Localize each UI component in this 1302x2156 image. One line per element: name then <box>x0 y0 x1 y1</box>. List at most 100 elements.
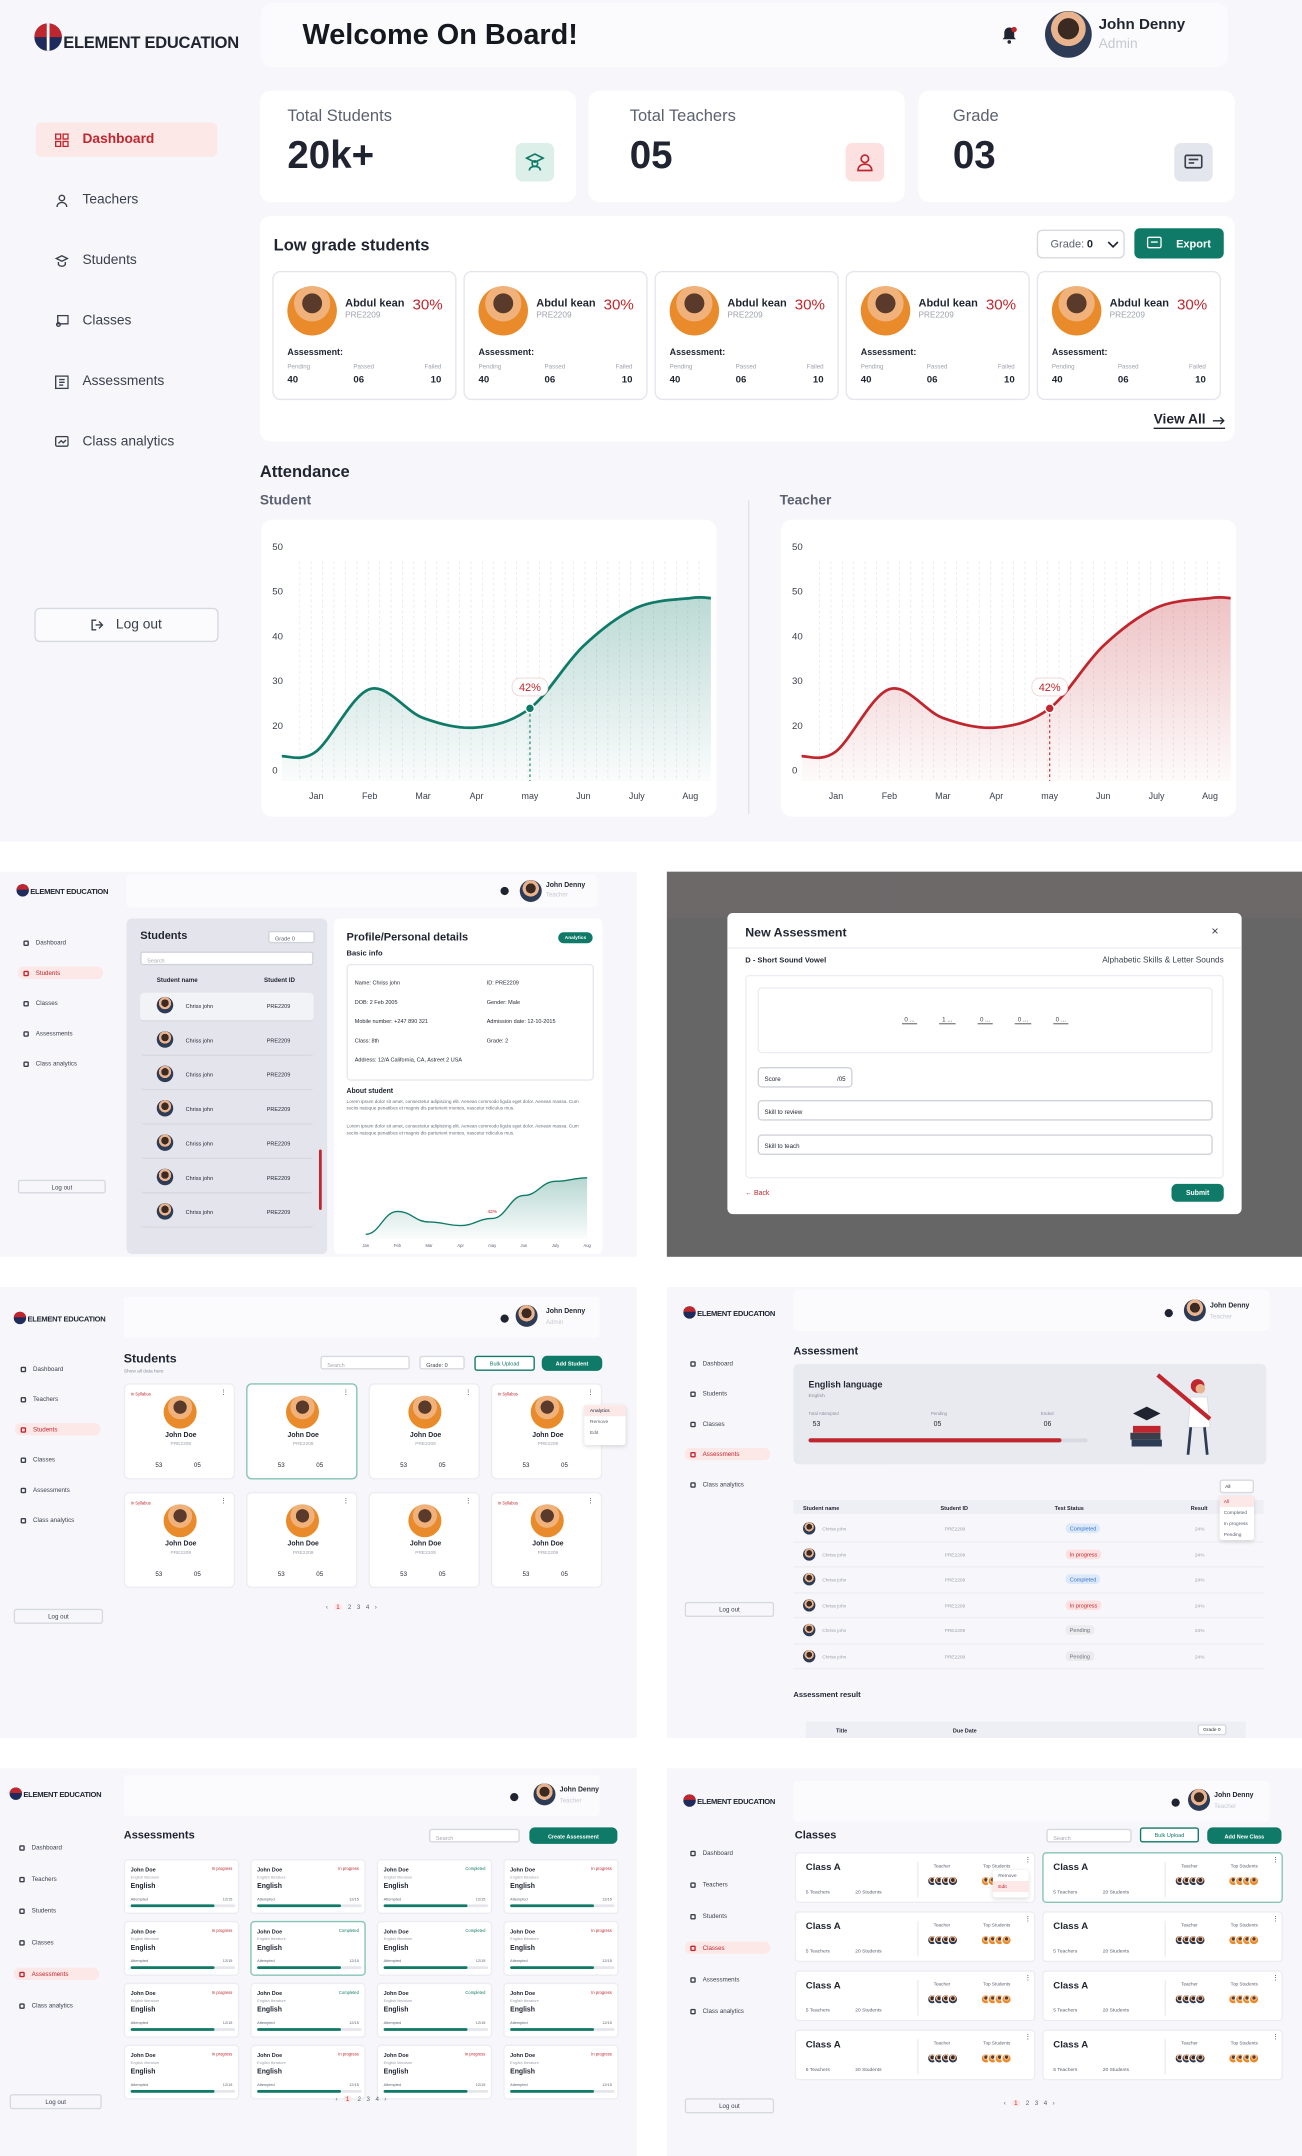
nav-item[interactable]: Students <box>15 1423 101 1436</box>
bulk-upload-button[interactable]: Bulk Upload <box>474 1355 535 1371</box>
nav-item[interactable]: Dashboard <box>685 1847 770 1859</box>
scrollbar[interactable] <box>319 1149 322 1210</box>
menu-remove[interactable]: Remove <box>998 1872 1017 1879</box>
page-number[interactable]: 1 <box>343 2095 353 2103</box>
notification-icon[interactable] <box>1171 1798 1180 1807</box>
more-icon[interactable]: ⋮ <box>1271 1915 1279 1924</box>
export-button[interactable]: Export <box>1134 228 1224 259</box>
student-row[interactable]: Chriss john PRE2209 <box>140 1199 314 1228</box>
nav-item[interactable]: Class analytics <box>15 1514 100 1526</box>
table-row[interactable]: Chriss john PRE2209 Pending 24% <box>793 1644 1264 1670</box>
low-grade-card[interactable]: Abdul kean PRE2209 30% Assessment: Pending 40… <box>845 270 1030 401</box>
nav-item[interactable]: Classes <box>685 1418 770 1430</box>
page-number[interactable]: 2 <box>1025 2099 1030 2107</box>
search-input[interactable]: Search <box>320 1355 410 1370</box>
assessment-card[interactable]: John Doe English literature In progress Eng… <box>123 2044 240 2100</box>
assessment-card[interactable]: John Doe English literature In progress Eng… <box>123 1982 240 2038</box>
brand-logo[interactable]: ELEMENT EDUCATION <box>34 22 239 52</box>
highlight-point[interactable] <box>1044 703 1055 714</box>
student-row[interactable]: Chriss john PRE2209 <box>140 1130 314 1160</box>
assessment-card[interactable]: John Doe English literature Completed Engli… <box>250 1982 366 2038</box>
assessment-card[interactable]: John Doe English literature Completed Engli… <box>376 1920 493 1976</box>
low-grade-card[interactable]: Abdul kean PRE2209 30% Assessment: Pending 40… <box>1036 270 1221 401</box>
more-icon[interactable]: ⋮ <box>1271 1856 1279 1865</box>
grade-select[interactable]: Grade 0 <box>268 930 315 944</box>
view-all-link[interactable]: View All <box>1153 413 1225 429</box>
add-student-button[interactable]: Add Student <box>541 1355 603 1371</box>
next-page-icon[interactable]: › <box>1052 2099 1055 2107</box>
student-card[interactable]: In Syllabus ⋮ John Doe PRE2209 53 05 <box>490 1383 603 1480</box>
nav-item[interactable]: Class analytics <box>18 1057 103 1069</box>
nav-item[interactable]: Students <box>685 1910 770 1922</box>
table-row[interactable]: Chriss john PRE2209 Pending 24% <box>793 1618 1264 1644</box>
user-avatar[interactable] <box>1045 11 1092 58</box>
skill-teach-input[interactable]: Skill to teach <box>757 1134 1213 1155</box>
nav-item[interactable]: Dashboard <box>15 1363 100 1375</box>
logout-button[interactable]: Log out <box>13 1608 104 1624</box>
nav-teachers[interactable]: Teachers <box>36 183 218 217</box>
nav-class-analytics[interactable]: Class analytics <box>36 425 218 459</box>
assessment-card[interactable]: John Doe English literature Completed Engli… <box>376 1982 493 2038</box>
nav-item[interactable]: Students <box>14 1904 99 1916</box>
page-number[interactable]: 3 <box>1034 2099 1039 2107</box>
student-card[interactable]: ⋮ John Doe PRE2209 53 05 <box>368 1383 480 1480</box>
filter-option[interactable]: Pending <box>1223 1531 1242 1538</box>
low-grade-card[interactable]: Abdul kean PRE2209 30% Assessment: Pending 40… <box>654 270 839 401</box>
nav-item[interactable]: Teachers <box>685 1878 770 1890</box>
class-card[interactable]: Class A 5 Teachers 20 Students Teacher Top S… <box>794 1970 1036 2022</box>
search-input[interactable]: Search <box>140 951 314 966</box>
notification-icon[interactable] <box>500 886 509 896</box>
nav-item[interactable]: Assessments <box>18 1027 103 1039</box>
nav-item[interactable]: Assessments <box>15 1484 100 1496</box>
prev-page-icon[interactable]: ‹ <box>1003 2099 1006 2107</box>
bulk-upload-button[interactable]: Bulk Upload <box>1139 1827 1199 1843</box>
grade-select[interactable]: Grade: 0 <box>419 1355 465 1370</box>
class-card[interactable]: Class A 5 Teachers 20 Students Teacher Top S… <box>794 1911 1036 1963</box>
nav-item[interactable]: Dashboard <box>14 1841 99 1853</box>
nav-item[interactable]: Teachers <box>14 1873 99 1885</box>
table-row[interactable]: Chriss john PRE2209 In progress 24% <box>793 1593 1264 1619</box>
nav-item[interactable]: Teachers <box>15 1393 100 1405</box>
grade-select[interactable]: Grade: 0 <box>1036 229 1125 259</box>
assessment-card[interactable]: John Doe English literature In progress Eng… <box>250 2044 366 2100</box>
student-row[interactable]: Chriss john PRE2209 <box>140 1165 314 1194</box>
assessment-card[interactable]: John Doe English literature In progress Eng… <box>503 1982 619 2038</box>
more-icon[interactable]: ⋮ <box>1024 1856 1032 1865</box>
assessment-card[interactable]: John Doe English literature In progress Eng… <box>503 1920 619 1976</box>
nav-item[interactable]: Students <box>685 1387 770 1399</box>
next-page-icon[interactable]: › <box>374 1603 377 1611</box>
nav-students[interactable]: Students <box>36 243 218 277</box>
more-icon[interactable]: ⋮ <box>1271 2033 1279 2042</box>
nav-item[interactable]: Classes <box>684 1941 770 1954</box>
grade-select[interactable]: Grade 0 <box>1197 1724 1227 1736</box>
menu-edit[interactable]: Edit <box>992 1881 1029 1892</box>
user-avatar[interactable] <box>515 1304 538 1327</box>
assessment-card[interactable]: John Doe English literature In progress Eng… <box>376 2044 493 2100</box>
student-card[interactable]: ⋮ John Doe PRE2209 53 05 <box>246 1491 358 1589</box>
filter-option[interactable]: Completed <box>1223 1509 1248 1516</box>
logout-button[interactable]: Log out <box>34 607 219 643</box>
menu-analytics[interactable]: Analytics <box>584 1405 626 1417</box>
notification-icon[interactable] <box>510 1793 519 1802</box>
prev-page-icon[interactable]: ‹ <box>335 2095 338 2103</box>
create-assessment-button[interactable]: Create Assessment <box>529 1827 618 1844</box>
nav-item[interactable]: Dashboard <box>18 936 103 948</box>
student-row[interactable]: Chriss john PRE2209 <box>140 992 314 1022</box>
more-icon[interactable]: ⋮ <box>220 1388 227 1397</box>
add-class-button[interactable]: Add New Class <box>1207 1827 1282 1844</box>
next-page-icon[interactable]: › <box>384 2095 387 2103</box>
nav-item[interactable]: Classes <box>15 1453 100 1465</box>
filter-option[interactable]: All <box>1219 1496 1254 1507</box>
more-icon[interactable]: ⋮ <box>587 1388 594 1397</box>
student-row[interactable]: Chriss john PRE2209 <box>140 1027 314 1056</box>
student-card[interactable]: ⋮ John Doe PRE2209 53 05 <box>368 1491 480 1589</box>
more-icon[interactable]: ⋮ <box>1024 1915 1032 1924</box>
more-icon[interactable]: ⋮ <box>1024 2033 1032 2042</box>
letter-slot[interactable]: 0 ... <box>1052 1016 1069 1025</box>
student-card[interactable]: ⋮ John Doe PRE2209 53 05 <box>246 1383 358 1480</box>
notification-icon[interactable] <box>1001 26 1018 44</box>
student-row[interactable]: Chriss john PRE2209 <box>140 1062 314 1091</box>
user-avatar[interactable] <box>519 880 542 902</box>
letter-slot[interactable]: 0 ... <box>1015 1016 1031 1025</box>
logout-button[interactable]: Log out <box>9 2094 102 2110</box>
